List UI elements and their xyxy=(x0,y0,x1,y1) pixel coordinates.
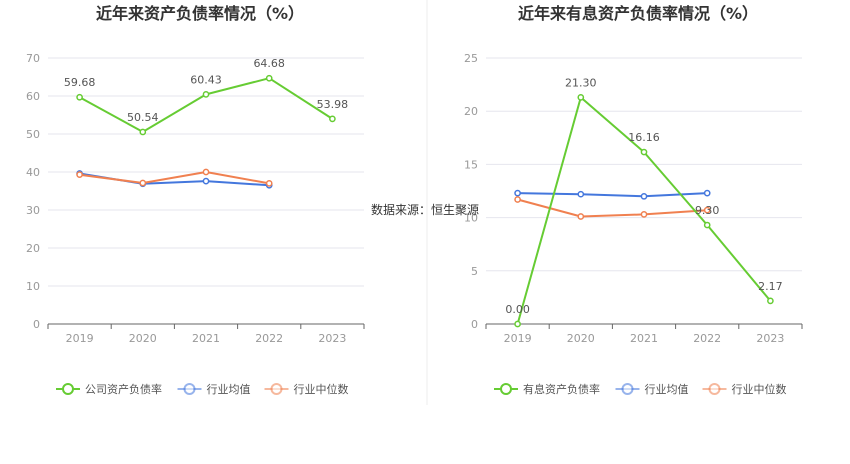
series-line xyxy=(517,198,708,218)
x-tick-label: 2023 xyxy=(318,332,346,345)
legend-marker xyxy=(500,383,512,395)
data-label: 53.98 xyxy=(317,98,349,111)
x-tick-label: 2023 xyxy=(756,332,784,345)
data-point[interactable] xyxy=(76,93,83,101)
y-tick-label: 0 xyxy=(471,318,478,331)
data-point[interactable] xyxy=(640,148,648,156)
data-label: 59.68 xyxy=(64,76,96,89)
series-line xyxy=(517,192,708,198)
data-label: 64.68 xyxy=(253,57,285,70)
legend-label: 公司资产负债率 xyxy=(85,382,162,396)
data-label: 16.16 xyxy=(628,131,660,144)
legend-item[interactable]: 有息资产负债率 xyxy=(494,382,600,396)
data-label: 0.00 xyxy=(505,303,530,316)
debt-ratio-chart: 近年来资产负债率情况（%） 0 10 20 30 40 50 60 70 2019 2020 202… xyxy=(26,4,365,396)
legend-item[interactable]: 行业均值 xyxy=(177,383,251,396)
y-tick-label: 20 xyxy=(26,242,40,255)
data-point[interactable] xyxy=(139,179,147,187)
data-point[interactable] xyxy=(640,211,648,218)
data-point[interactable] xyxy=(577,213,585,220)
x-tick-label: 2020 xyxy=(129,332,157,345)
data-point[interactable] xyxy=(640,192,648,200)
interest-bearing-debt-ratio-chart: 近年来有息资产负债率情况（%） 0 5 10 15 20 25 2019 2020 2021 20… xyxy=(464,4,803,396)
legend-label: 有息资产负债率 xyxy=(523,382,600,396)
legend-item[interactable]: 公司资产负债率 xyxy=(56,382,162,396)
legend-label: 行业中位数 xyxy=(732,382,787,396)
y-tick-label: 40 xyxy=(26,166,40,179)
data-point[interactable] xyxy=(514,196,521,203)
y-tick-label: 25 xyxy=(464,52,478,65)
data-source-note: 数据来源：恒生聚源 xyxy=(371,202,479,217)
y-tick-label: 50 xyxy=(26,128,40,141)
legend-label: 行业均值 xyxy=(645,383,689,396)
x-tick-label: 2022 xyxy=(693,332,721,345)
x-tick-label: 2020 xyxy=(567,332,595,345)
y-tick-label: 30 xyxy=(26,204,40,217)
legend-marker xyxy=(270,383,283,395)
chart-title: 近年来资产负债率情况（%） xyxy=(96,4,304,23)
data-point[interactable] xyxy=(202,177,210,185)
data-point[interactable] xyxy=(577,190,585,198)
data-point[interactable] xyxy=(703,189,711,197)
y-tick-label: 15 xyxy=(464,158,478,171)
data-point[interactable] xyxy=(703,221,711,229)
data-point[interactable] xyxy=(202,91,210,98)
legend-item[interactable]: 行业中位数 xyxy=(702,382,787,396)
data-label: 2.17 xyxy=(758,280,783,293)
legend-label: 行业中位数 xyxy=(294,382,349,396)
data-point[interactable] xyxy=(265,74,273,82)
x-tick-label: 2022 xyxy=(255,332,283,345)
data-label: 21.30 xyxy=(565,76,597,89)
y-tick-label: 10 xyxy=(464,212,478,225)
legend-marker xyxy=(183,383,196,395)
data-label: 60.43 xyxy=(190,73,222,86)
y-tick-label: 0 xyxy=(33,318,40,331)
chart-title: 近年来有息资产负债率情况（%） xyxy=(518,4,758,23)
data-point[interactable] xyxy=(767,297,774,305)
data-point[interactable] xyxy=(514,189,521,197)
data-point[interactable] xyxy=(514,320,521,328)
data-point[interactable] xyxy=(577,94,585,101)
legend-marker xyxy=(708,383,721,395)
data-label: 9.30 xyxy=(695,204,720,217)
y-tick-label: 60 xyxy=(26,90,40,103)
data-point[interactable] xyxy=(265,180,273,187)
data-point[interactable] xyxy=(329,115,336,123)
x-tick-label: 2021 xyxy=(192,332,220,345)
x-tick-label: 2019 xyxy=(66,332,94,345)
legend-item[interactable]: 行业中位数 xyxy=(264,382,349,396)
legend-label: 行业均值 xyxy=(207,383,251,396)
y-tick-label: 20 xyxy=(464,105,478,118)
series-line xyxy=(79,171,270,185)
legend-marker xyxy=(621,383,634,395)
x-tick-label: 2021 xyxy=(630,332,658,345)
data-point[interactable] xyxy=(202,168,210,176)
data-point[interactable] xyxy=(76,171,83,179)
y-tick-label: 70 xyxy=(26,52,40,65)
data-point[interactable] xyxy=(703,206,711,214)
y-tick-label: 5 xyxy=(471,265,478,278)
data-label: 50.54 xyxy=(127,111,159,124)
legend-marker xyxy=(62,383,74,395)
y-tick-label: 10 xyxy=(26,280,40,293)
x-tick-label: 2019 xyxy=(504,332,532,345)
legend-item[interactable]: 行业均值 xyxy=(615,383,689,396)
data-point[interactable] xyxy=(139,128,147,136)
